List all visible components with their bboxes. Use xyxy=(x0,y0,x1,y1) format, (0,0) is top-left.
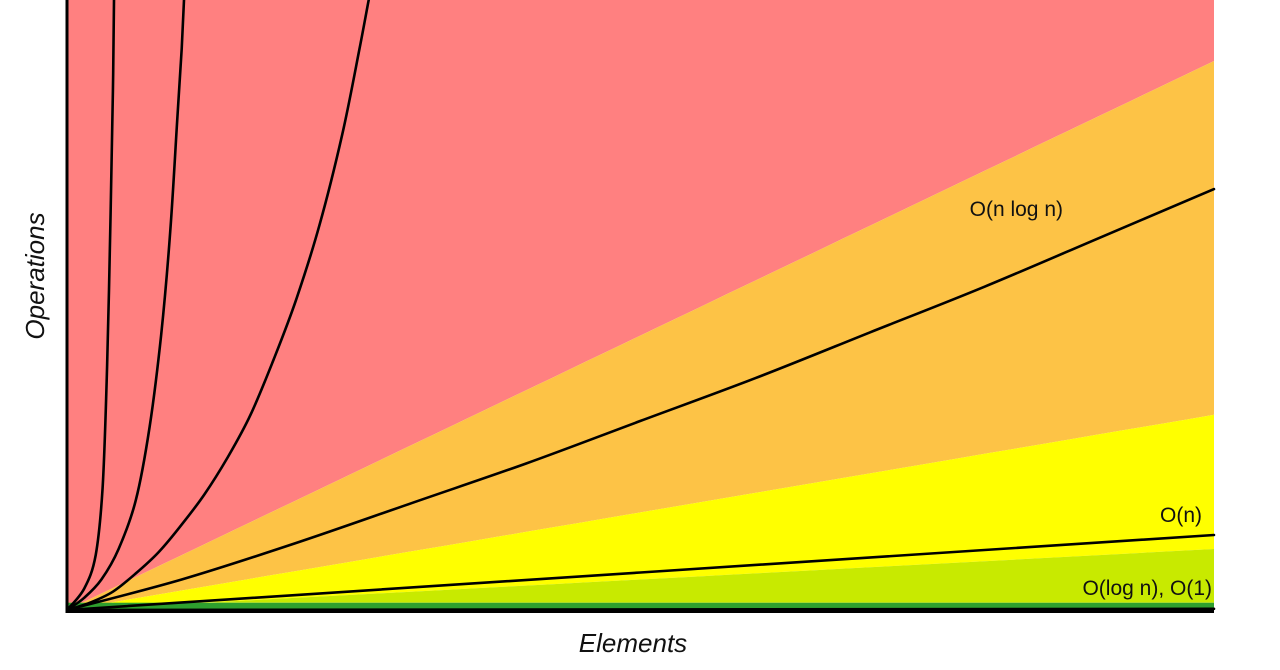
axes xyxy=(65,0,1214,613)
quadratic-curve xyxy=(65,0,370,612)
factorial-curve xyxy=(65,0,116,612)
complexity-curves xyxy=(65,0,1216,612)
curve-labels: O(n log n) O(n) O(log n), O(1) xyxy=(970,198,1212,600)
complexity-region-2 xyxy=(67,61,1214,610)
y-axis-title: Operations xyxy=(20,212,50,339)
exponential-curve xyxy=(65,0,186,612)
complexity-region-3 xyxy=(67,414,1214,610)
x-axis-title: Elements xyxy=(579,628,687,658)
n-log-n-label: O(n log n) xyxy=(970,198,1063,221)
linear-label: O(n) xyxy=(1160,504,1202,527)
linear-curve xyxy=(65,533,1216,612)
log-constant-label: O(log n), O(1) xyxy=(1082,577,1212,600)
complexity-regions xyxy=(67,0,1214,610)
complexity-region-1 xyxy=(67,0,1214,610)
n-log-n-curve xyxy=(65,187,1216,612)
complexity-region-4 xyxy=(67,549,1214,610)
